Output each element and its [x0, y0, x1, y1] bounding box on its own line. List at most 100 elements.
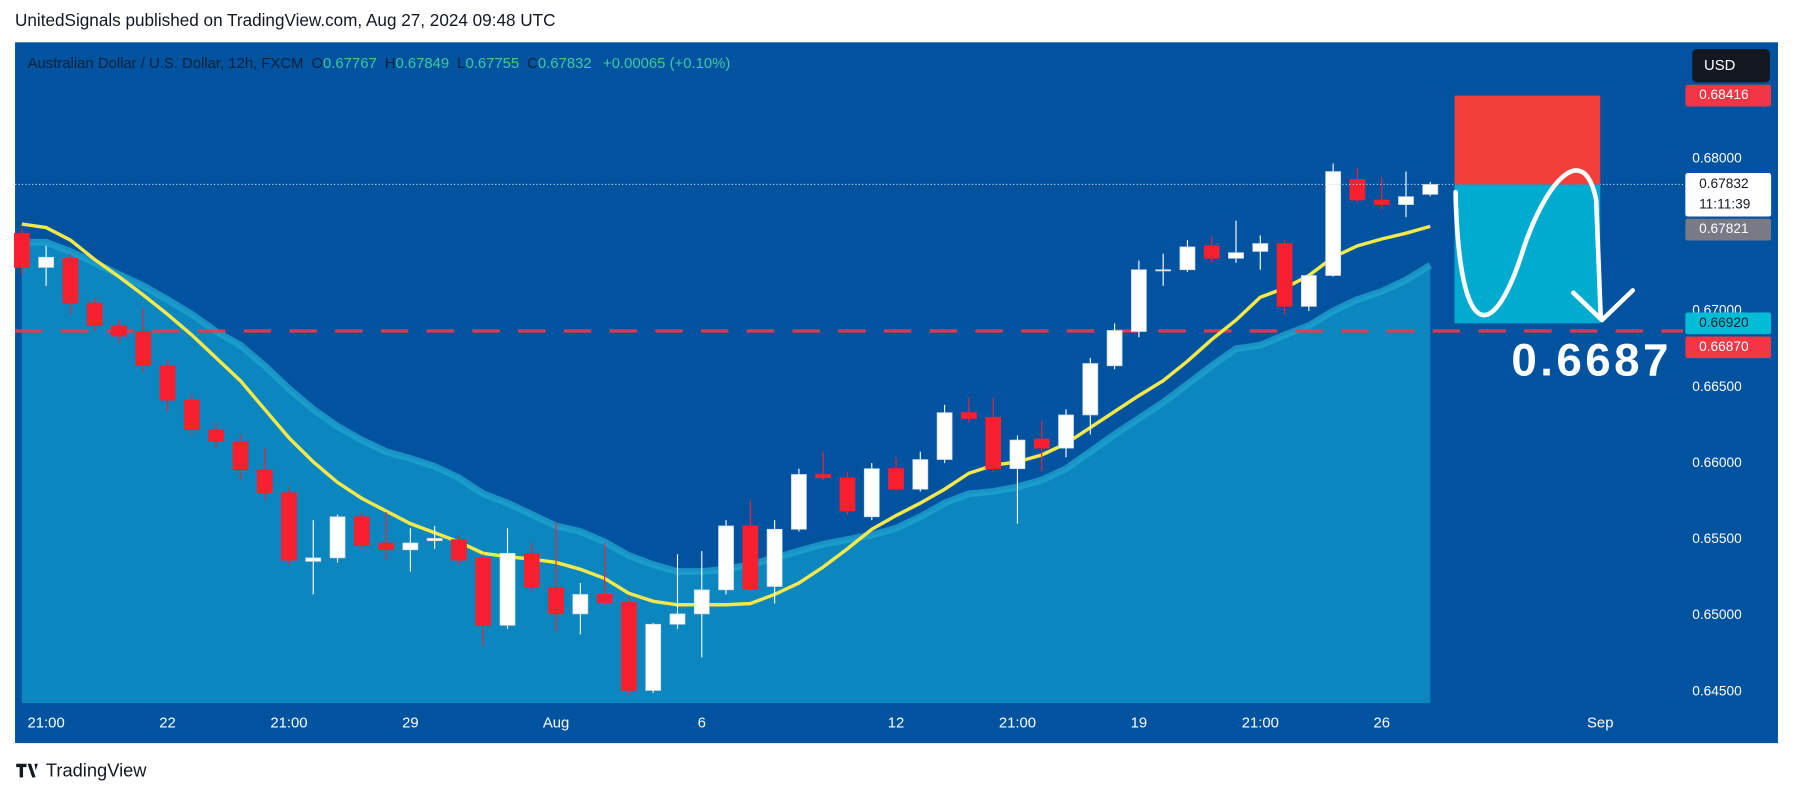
- candle-body: [499, 552, 516, 626]
- candle-body: [863, 468, 880, 518]
- price-label-box: [1685, 312, 1772, 335]
- currency-label: USD: [1704, 58, 1736, 74]
- price-label-box: [1685, 218, 1772, 241]
- candle-body: [912, 459, 929, 490]
- logo-mark: [16, 763, 38, 778]
- price-label: 0.67821: [1699, 221, 1749, 236]
- candle-body: [523, 552, 540, 588]
- candle-body: [38, 256, 54, 268]
- candle-body: [232, 440, 249, 471]
- candle-body: [378, 542, 394, 551]
- legend-value: 0.67755: [465, 56, 519, 72]
- price-label: 0.66920: [1699, 315, 1749, 330]
- x-tick-label: 21:00: [999, 716, 1036, 732]
- candle-body: [1058, 414, 1074, 449]
- y-tick-label: 0.65000: [1692, 607, 1742, 622]
- candle-body: [329, 516, 346, 559]
- candle-body: [985, 416, 1002, 470]
- candle-body: [1009, 439, 1026, 470]
- price-label-box: [1685, 336, 1772, 359]
- candle-body: [645, 623, 662, 691]
- candle-body: [475, 557, 492, 626]
- candle-body: [135, 331, 152, 367]
- legend-key: C: [527, 56, 538, 72]
- legend-key: O: [311, 56, 323, 72]
- candle-body: [13, 232, 30, 268]
- candle-body: [1325, 171, 1342, 276]
- candle-body: [1033, 438, 1050, 449]
- last-price-label: 0.67832: [1699, 176, 1749, 191]
- candle-body: [1082, 363, 1099, 416]
- price-label-box: [1685, 84, 1772, 107]
- candle-body: [281, 492, 297, 561]
- x-tick-label: 29: [402, 716, 419, 732]
- moving-average: [21, 222, 1431, 607]
- candle-body: [669, 613, 686, 625]
- x-tick-label: 26: [1373, 716, 1390, 732]
- candle-body: [1349, 179, 1366, 201]
- candle-body: [62, 257, 79, 304]
- candle-body: [86, 302, 103, 327]
- x-tick-label: 19: [1131, 716, 1148, 732]
- y-tick-label: 0.66500: [1692, 379, 1742, 394]
- x-tick-label: 6: [698, 716, 706, 732]
- plot: 0.645000.650000.655000.660000.665000.670…: [13, 49, 1772, 732]
- candle-body: [159, 365, 176, 401]
- y-tick-label: 0.66000: [1692, 455, 1742, 470]
- target-zone: [1454, 184, 1601, 324]
- candle-body: [111, 325, 127, 337]
- candle-body: [208, 429, 224, 442]
- candle-body: [1155, 269, 1172, 272]
- candle-body: [402, 542, 419, 551]
- candle-body: [426, 538, 443, 542]
- candle-body: [936, 412, 953, 460]
- x-tick-label: Aug: [543, 716, 569, 732]
- candle-body: [1252, 243, 1269, 252]
- candle-body: [183, 399, 200, 431]
- candle-body: [1300, 275, 1317, 307]
- candle-body: [718, 525, 734, 591]
- candle-body: [766, 528, 783, 587]
- currency-button: [1692, 49, 1770, 83]
- candle-body: [548, 587, 564, 615]
- x-tick-label: 21:00: [28, 716, 65, 732]
- band-area: [21, 242, 1431, 704]
- candle-body: [1106, 330, 1123, 367]
- legend-key: H: [385, 56, 396, 72]
- drawn-arrow: [1453, 168, 1636, 323]
- publish-header: UnitedSignals published on TradingView.c…: [15, 10, 555, 30]
- candle-body: [1131, 269, 1147, 332]
- candle-body: [1398, 196, 1414, 205]
- candle-body: [888, 468, 904, 490]
- candle-body: [1422, 184, 1439, 195]
- price-label: 0.68416: [1699, 87, 1749, 102]
- logo: TradingView: [16, 760, 147, 781]
- candle-body: [839, 477, 856, 512]
- y-tick-label: 0.68000: [1692, 151, 1742, 166]
- candle-body: [621, 602, 637, 691]
- legend-key: L: [457, 56, 465, 72]
- x-tick-label: 12: [888, 716, 905, 732]
- legend-symbol: Australian Dollar / U.S. Dollar, 12h, FX…: [28, 56, 304, 72]
- candle-body: [815, 474, 832, 479]
- legend-value: 0.67832: [538, 56, 592, 72]
- candle-body: [1276, 243, 1293, 307]
- candle-body: [451, 539, 467, 561]
- level-annotation: 0.6687: [1511, 335, 1671, 386]
- candle-body: [256, 469, 273, 494]
- y-tick-label: 0.64500: [1692, 683, 1742, 698]
- candle-body: [1203, 245, 1220, 259]
- legend-change: +0.00065 (+0.10%): [603, 56, 730, 72]
- candle-body: [1228, 252, 1244, 259]
- candle-body: [572, 594, 589, 615]
- candle-body: [353, 516, 370, 546]
- candle-body: [1373, 199, 1390, 205]
- x-tick-label: 21:00: [270, 716, 307, 732]
- x-tick-label: 22: [159, 716, 176, 732]
- candle-body: [305, 557, 322, 562]
- x-tick-label: 21:00: [1242, 716, 1279, 732]
- candle-body: [791, 474, 807, 530]
- price-label: 0.66870: [1699, 339, 1749, 354]
- last-price-box: [1685, 173, 1772, 217]
